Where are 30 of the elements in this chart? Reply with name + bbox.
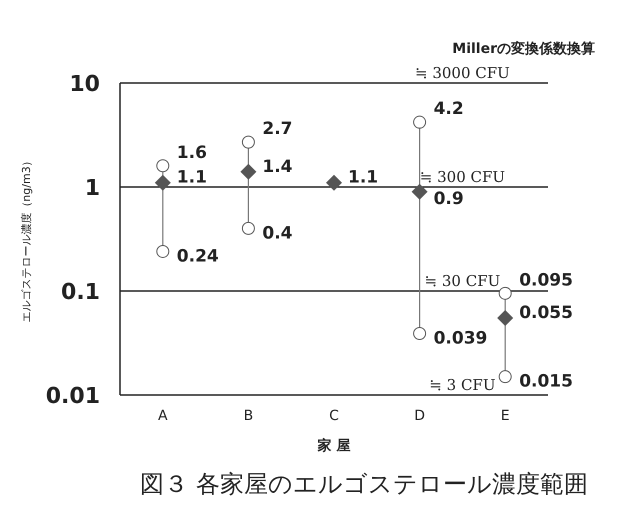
- data-label: 0.015: [519, 372, 573, 392]
- data-label: 0.9: [434, 189, 464, 209]
- x-axis-title: 家 屋: [316, 437, 350, 454]
- x-tick-label: C: [329, 408, 340, 424]
- y-axis-title: エルゴステロール濃度（ng/m3）: [20, 155, 33, 323]
- text: 図３ 各家屋のエルゴステロール濃度範囲: [140, 470, 588, 498]
- data-label: 1.4: [262, 156, 293, 177]
- data-label: 0.24: [176, 246, 219, 266]
- x-tick-label: A: [158, 408, 168, 424]
- y-tick-label: 0.1: [61, 280, 100, 305]
- data-label: 0.055: [519, 303, 573, 323]
- data-label: 4.2: [434, 99, 464, 120]
- x-tick-label: D: [414, 408, 425, 424]
- data-label: 0.039: [434, 328, 488, 349]
- data-label: 1.1: [348, 168, 378, 188]
- x-tick-label: E: [500, 408, 510, 424]
- y-tick-label: 0.01: [46, 384, 100, 409]
- data-label: 2.7: [262, 119, 293, 140]
- x-tick-label: B: [244, 408, 254, 424]
- data-label: 1.1: [176, 168, 207, 188]
- text: Millerの変換係数換算: [452, 40, 595, 57]
- annotation: ≒ 3 CFU: [429, 376, 496, 394]
- annotation: ≒ 300 CFU: [420, 168, 506, 186]
- y-tick-label: 1: [84, 176, 100, 201]
- annotation: ≒ 30 CFU: [424, 272, 500, 290]
- text: ≒ 3000 CFU: [414, 64, 510, 82]
- y-tick-label: 10: [69, 72, 100, 97]
- data-label: 0.095: [519, 270, 573, 290]
- data-label: 0.4: [262, 223, 293, 244]
- data-label: 1.6: [176, 142, 207, 163]
